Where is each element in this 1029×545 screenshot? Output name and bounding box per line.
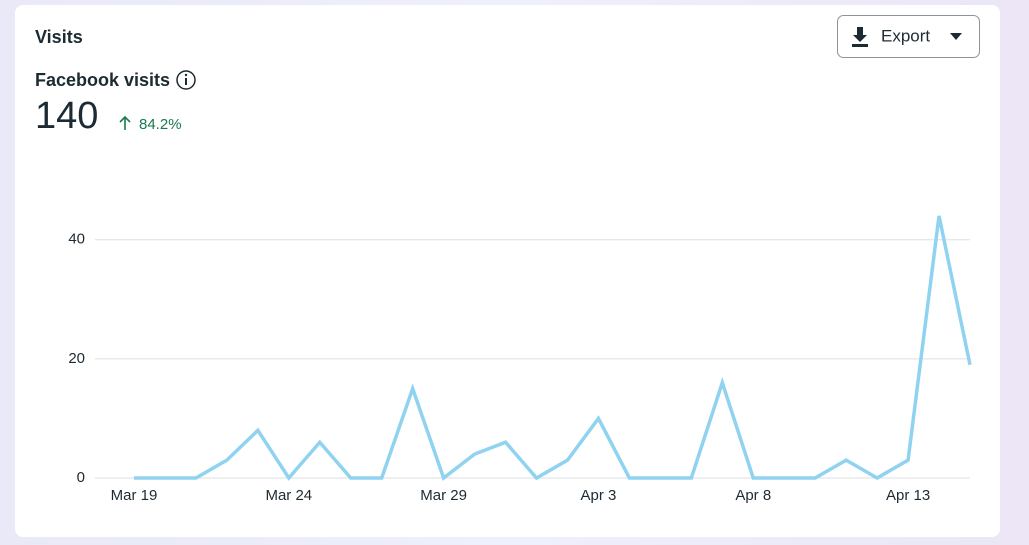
export-frame[interactable] [837,15,980,58]
y-tick-label: 0 [77,469,85,486]
x-tick-label: Apr 8 [735,487,771,504]
y-tick-label: 20 [68,350,85,367]
x-tick-label: Mar 29 [420,487,467,504]
metric-change: 84.2% [139,116,182,133]
caret-icon [950,33,962,40]
download-icon [852,27,868,47]
export-button[interactable]: Export [837,15,980,58]
card [15,5,1000,537]
y-tick-label: 40 [68,231,85,248]
metric-label: Facebook visits [35,70,170,90]
line [134,215,972,481]
x-tick-label: Mar 24 [265,487,312,504]
x-tick-label: Apr 3 [581,487,617,504]
up-arrow [119,115,131,130]
x-tick-label: Mar 19 [111,487,158,504]
info-icon[interactable] [176,70,196,90]
export-label[interactable]: Export [881,26,930,45]
card-title: Visits [35,27,83,47]
x-tick-label: Apr 13 [886,487,930,504]
metric-value: 140 [35,95,98,137]
